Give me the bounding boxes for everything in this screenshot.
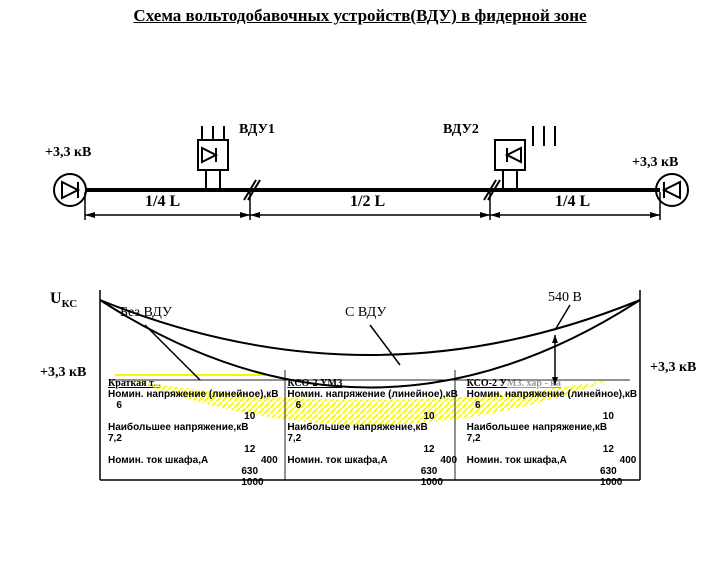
- seg1-label: 1/4 L: [145, 193, 180, 211]
- voltage-left-top: +3,3 кВ: [45, 145, 91, 161]
- top-diagram: [0, 0, 720, 260]
- seg3-label: 1/4 L: [555, 193, 590, 211]
- no-vdu-label: Без ВДУ: [120, 305, 172, 321]
- with-vdu-label: С ВДУ: [345, 305, 386, 321]
- voltage-right-bottom: +3,3 кВ: [650, 360, 696, 376]
- delta-v-label: 540 В: [548, 290, 582, 306]
- seg2-label: 1/2 L: [350, 193, 385, 211]
- voltage-left-bottom: +3,3 кВ: [40, 365, 86, 381]
- axis-label: UКС: [50, 290, 77, 310]
- table-overlay: Краткая т... Номин. напряжение (линейное…: [108, 378, 640, 488]
- vdu2-label: ВДУ2: [443, 122, 479, 138]
- vdu1-label: ВДУ1: [239, 122, 275, 138]
- voltage-right-top: +3,3 кВ: [632, 155, 678, 171]
- col-header: КСО-2 УМЗ: [287, 378, 460, 389]
